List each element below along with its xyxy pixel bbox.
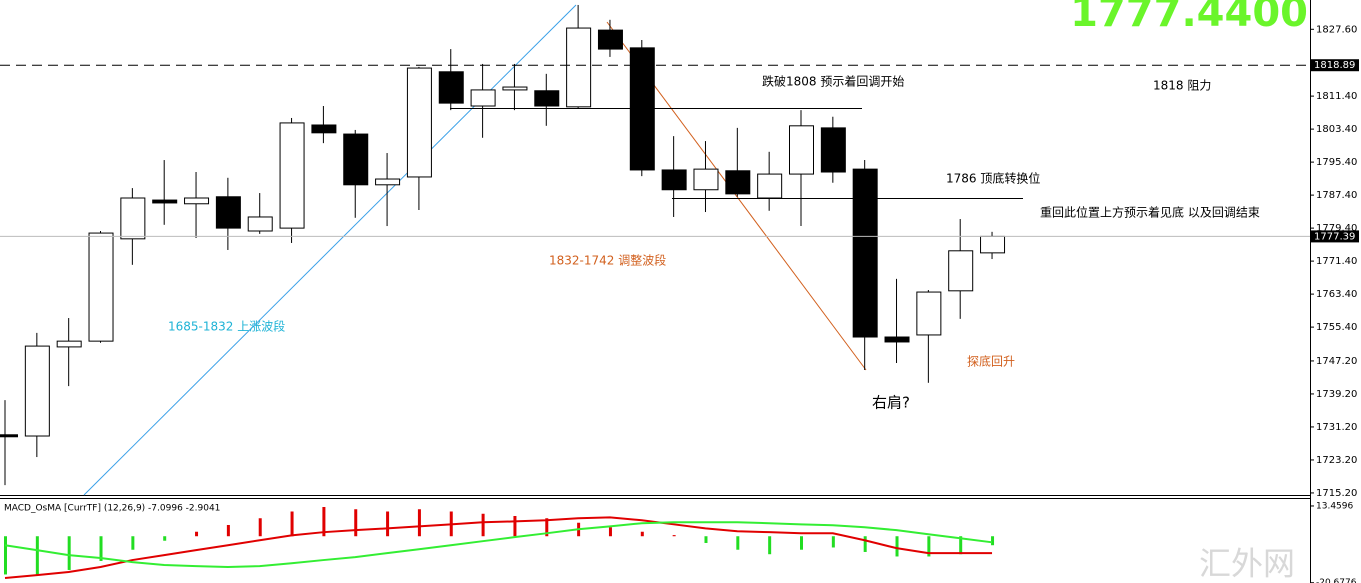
- histogram-bar: [99, 536, 103, 561]
- price-tag-label: 1777.39: [1314, 231, 1355, 242]
- candle-body: [980, 235, 1006, 254]
- y-tick-label: 1779.40: [1316, 223, 1357, 234]
- price-tag: [1311, 230, 1359, 243]
- bid-display: 1777.4400: [1070, 0, 1308, 36]
- candle-body: [343, 133, 369, 186]
- histogram-bar: [704, 536, 708, 543]
- annotation: 右肩?: [872, 394, 910, 412]
- y-tick-label: 1723.20: [1316, 455, 1357, 466]
- histogram-bar: [895, 536, 899, 557]
- candle-body: [534, 90, 560, 107]
- histogram-bar: [163, 536, 167, 541]
- histogram-bar: [290, 511, 294, 537]
- candle-body: [757, 173, 783, 199]
- candle-body: [406, 67, 432, 178]
- histogram-bar: [67, 536, 71, 570]
- histogram-bar: [736, 536, 740, 550]
- histogram-bar: [608, 527, 612, 537]
- candle-body: [438, 71, 464, 104]
- histogram-bar: [35, 536, 39, 575]
- candle-body: [88, 232, 114, 342]
- y-tick-label: -20.6776: [1316, 578, 1357, 583]
- y-tick-label: 1739.20: [1316, 389, 1357, 400]
- histogram-bar: [672, 535, 676, 537]
- candle-body: [120, 197, 146, 240]
- y-tick-label: 1731.20: [1316, 422, 1357, 433]
- annotation: 1832-1742 调整波段: [549, 253, 666, 268]
- y-tick-label: 13.4596: [1316, 501, 1353, 511]
- histogram-bar: [768, 536, 772, 555]
- trend-line: [83, 4, 577, 496]
- y-tick-label: 1715.20: [1316, 488, 1357, 499]
- candle-body: [184, 197, 210, 205]
- histogram-bar: [959, 536, 963, 555]
- candle-body: [24, 345, 50, 437]
- y-tick-label: 1803.40: [1316, 124, 1357, 135]
- candle-body: [629, 47, 655, 171]
- candle-body: [693, 168, 719, 191]
- candle-body: [948, 250, 974, 292]
- histogram-bar: [863, 536, 867, 552]
- y-tick-label: 1755.40: [1316, 322, 1357, 333]
- histogram-bar: [417, 509, 421, 537]
- candle-body: [566, 27, 592, 108]
- annotation: 1818 阻力: [1153, 79, 1211, 93]
- candle-body: [375, 178, 401, 186]
- annotation: 跌破1808 预示着回调开始: [762, 74, 904, 89]
- candle-body: [215, 196, 241, 229]
- histogram-bar: [386, 511, 390, 537]
- histogram-bar: [195, 531, 199, 537]
- histogram-bar: [545, 518, 549, 537]
- candle-body: [470, 89, 496, 107]
- y-tick-label: 1811.40: [1316, 91, 1357, 102]
- candle-body: [152, 199, 178, 204]
- price-tag-label: 1818.89: [1314, 60, 1355, 71]
- candle-body: [279, 122, 305, 229]
- candle-body: [311, 124, 337, 134]
- y-tick-label: 1787.40: [1316, 190, 1357, 201]
- histogram-bar: [927, 536, 931, 557]
- annotation: 重回此位置上方预示着见底 以及回调结束: [1040, 205, 1260, 220]
- candle-body: [789, 125, 814, 175]
- candle-body: [502, 86, 528, 91]
- candle-body: [56, 340, 82, 348]
- candle-body: [597, 29, 623, 50]
- histogram-bar: [991, 536, 995, 546]
- annotation: 1685-1832 上涨波段: [168, 319, 285, 334]
- histogram-bar: [800, 536, 803, 550]
- histogram-bar: [4, 536, 7, 575]
- candle-body: [661, 169, 687, 191]
- histogram-bar: [354, 509, 358, 537]
- candle-body: [725, 170, 751, 195]
- indicator-title: MACD_OsMA [CurrTF] (12,26,9) -7.0996 -2.…: [4, 504, 220, 514]
- y-tick-label: 1795.40: [1316, 157, 1357, 168]
- y-tick-label: 1747.20: [1316, 356, 1357, 367]
- histogram-bar: [513, 515, 517, 537]
- histogram-bar: [258, 518, 262, 537]
- candle-body: [916, 291, 942, 336]
- price-tag: [1311, 59, 1359, 72]
- candle-body: [0, 434, 18, 438]
- indicator-line: [4, 521, 993, 569]
- candle-body: [852, 168, 878, 338]
- candle-body: [884, 336, 910, 343]
- candle-body: [247, 216, 273, 232]
- histogram-bar: [481, 513, 485, 537]
- indicator-line: [4, 516, 993, 580]
- annotation: 探底回升: [967, 354, 1015, 369]
- y-tick-label: 1771.40: [1316, 256, 1357, 267]
- histogram-bar: [131, 536, 135, 550]
- histogram-bar: [226, 524, 230, 537]
- histogram-bar: [831, 536, 835, 548]
- annotation: 1786 顶底转换位: [946, 171, 1040, 186]
- y-tick-label: 1827.60: [1316, 24, 1357, 35]
- histogram-bar: [640, 531, 644, 537]
- y-tick-label: 1763.40: [1316, 289, 1357, 300]
- watermark: 汇外网: [1199, 545, 1295, 583]
- candle-body: [820, 127, 846, 173]
- histogram-bar: [322, 507, 326, 537]
